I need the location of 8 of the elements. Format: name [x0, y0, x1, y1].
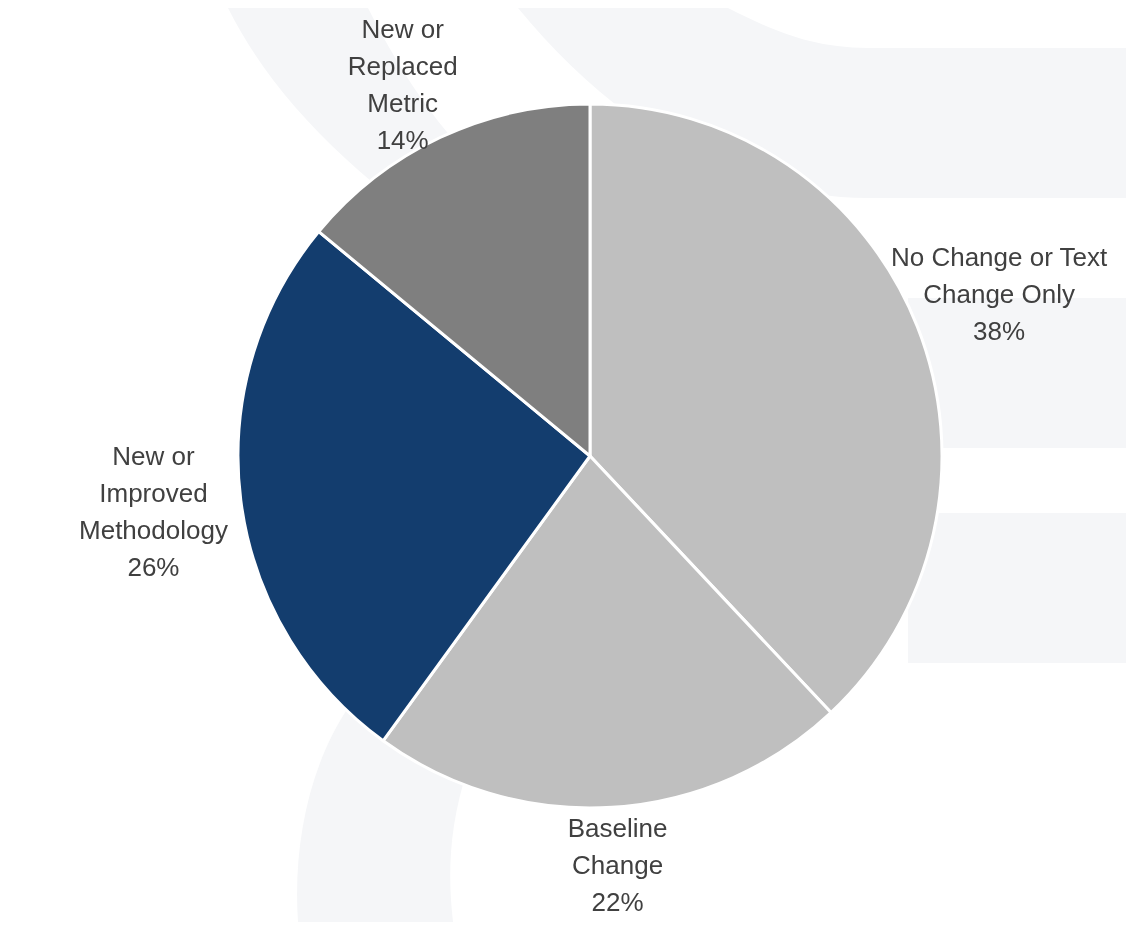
data-label: 22%	[591, 886, 644, 917]
data-label: 14%	[376, 124, 429, 155]
slice-label: New or Replaced Metric	[347, 13, 458, 118]
data-label: 26%	[127, 551, 180, 582]
data-label: 38%	[973, 316, 1026, 347]
slice-label: New or Improved Methodology	[79, 440, 228, 545]
slice-label: No Change or Text Change Only	[890, 242, 1109, 310]
slice-label: Baseline Change	[567, 812, 668, 880]
